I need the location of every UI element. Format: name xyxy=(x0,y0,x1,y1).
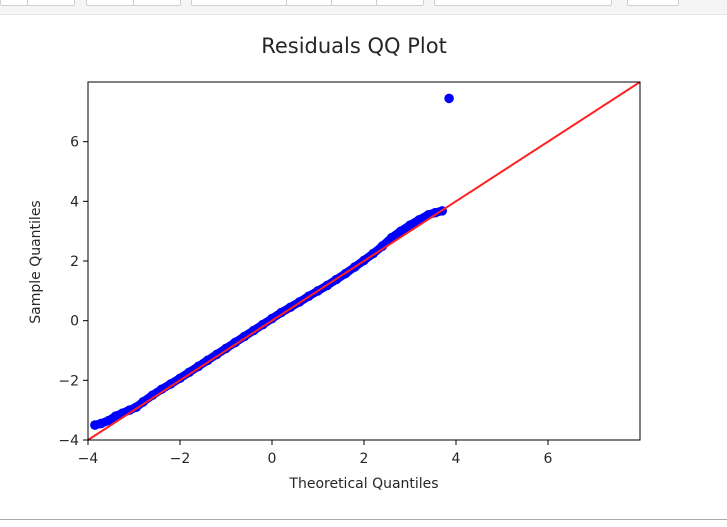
toolbar-button[interactable] xyxy=(27,0,75,6)
x-tick-label: 0 xyxy=(268,451,277,467)
data-point xyxy=(193,361,204,372)
data-point xyxy=(239,331,250,342)
data-point xyxy=(138,397,148,407)
toolbar xyxy=(0,0,727,15)
y-axis-label: Sample Quantiles xyxy=(28,200,44,323)
x-tick-label: 6 xyxy=(544,451,553,467)
y-tick-label: −2 xyxy=(58,373,79,389)
data-point xyxy=(386,232,397,243)
y-tick-label: −4 xyxy=(58,433,79,449)
y-axis: −4 −2 0 2 4 6 xyxy=(58,135,88,449)
data-point xyxy=(230,337,240,348)
y-tick-label: 2 xyxy=(70,254,79,270)
x-tick-label: 4 xyxy=(452,451,461,467)
cell-divider xyxy=(0,519,727,520)
data-point xyxy=(96,418,106,429)
plot-area xyxy=(87,81,641,441)
data-point xyxy=(258,319,268,330)
data-point xyxy=(414,215,425,225)
data-point xyxy=(276,307,287,318)
data-point xyxy=(405,220,415,230)
y-tick-label: 6 xyxy=(70,135,79,151)
data-point xyxy=(175,373,185,384)
chart-title: Residuals QQ Plot xyxy=(261,34,447,58)
toolbar-button[interactable] xyxy=(434,0,612,6)
data-point xyxy=(103,415,114,426)
toolbar-button[interactable] xyxy=(133,0,181,6)
outlier-point xyxy=(444,93,454,104)
toolbar-button[interactable] xyxy=(627,0,679,6)
toolbar-button[interactable] xyxy=(376,0,424,6)
data-point xyxy=(221,343,231,354)
x-tick-label: −4 xyxy=(78,451,99,467)
data-point xyxy=(267,313,277,324)
reference-line xyxy=(87,81,641,441)
x-axis: −4 −2 0 2 4 6 xyxy=(78,440,553,467)
y-tick-label: 0 xyxy=(70,314,79,330)
data-point xyxy=(212,349,222,360)
next-cell xyxy=(0,520,727,527)
data-point xyxy=(166,379,176,389)
data-point xyxy=(202,355,213,366)
data-point xyxy=(396,226,406,236)
data-point xyxy=(184,367,194,378)
x-tick-label: −2 xyxy=(170,451,191,467)
data-point xyxy=(248,325,259,336)
y-tick-label: 4 xyxy=(70,194,79,210)
x-tick-label: 2 xyxy=(360,451,369,467)
x-axis-label: Theoretical Quantiles xyxy=(288,476,438,492)
